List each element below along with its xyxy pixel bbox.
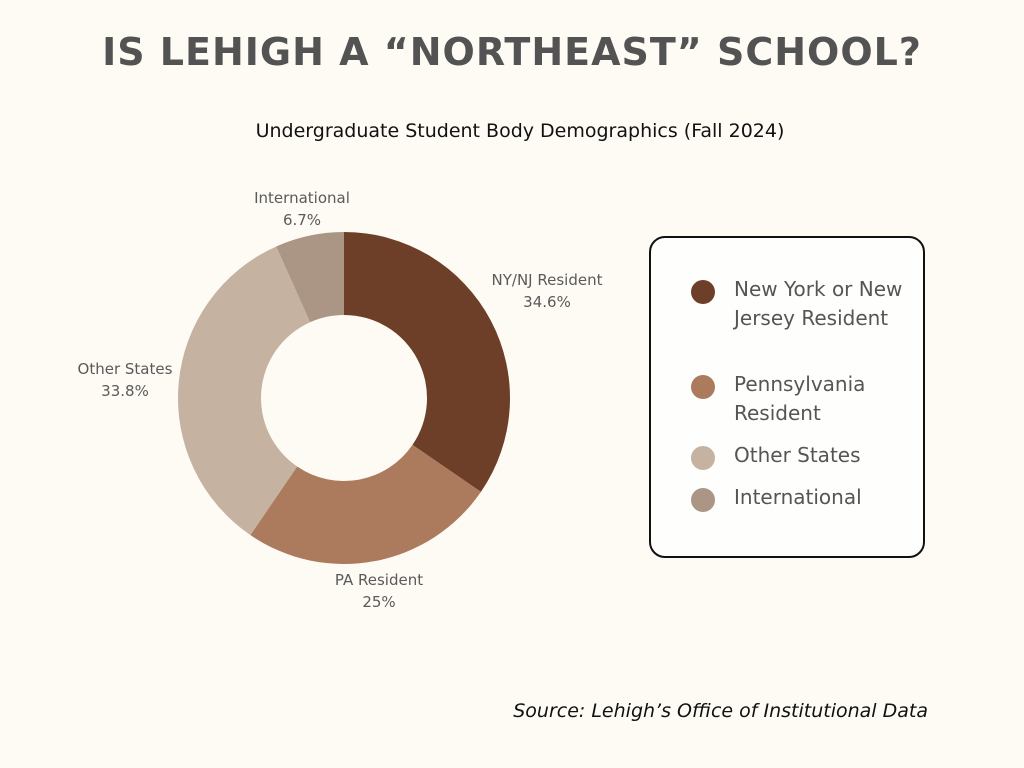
legend-swatch-pa	[691, 375, 715, 399]
legend-swatch-international	[691, 488, 715, 512]
slice-value-pa-resident: 25%	[362, 593, 395, 611]
source-note: Source: Lehigh’s Office of Institutional…	[513, 700, 928, 722]
slice-other-states	[177, 246, 311, 536]
legend-item-ny-nj: New York or New Jersey Resident	[691, 277, 914, 333]
legend-item-pa: Pennsylvania Resident	[691, 372, 914, 428]
chart-legend: New York or New Jersey Resident Pennsylv…	[649, 236, 925, 558]
legend-label-pa: Pennsylvania Resident	[734, 372, 866, 425]
slice-value-other-states: 33.8%	[101, 382, 149, 400]
slice-value-ny-nj-resident: 34.6%	[523, 293, 571, 311]
legend-label-international: International	[734, 485, 862, 509]
donut-chart: NY/NJ Resident 34.6% PA Resident 25% Other S…	[78, 189, 603, 611]
legend-swatch-ny-nj	[691, 280, 715, 304]
legend-label-ny-nj: New York or New Jersey Resident	[734, 277, 903, 330]
legend-item-international: International	[691, 485, 914, 512]
chart-title: Undergraduate Student Body Demographics …	[255, 120, 785, 142]
slice-pa-resident	[250, 444, 481, 564]
page-title: IS LEHIGH A “NORTHEAST” SCHOOL?	[102, 30, 922, 74]
slice-ny-nj-resident	[344, 232, 511, 492]
slice-label-other-states: Other States	[78, 360, 173, 378]
slice-international	[276, 232, 344, 323]
slice-label-pa-resident: PA Resident	[335, 571, 423, 589]
legend-item-other-states: Other States	[691, 443, 914, 470]
slice-label-international: International	[254, 189, 350, 207]
slice-value-international: 6.7%	[283, 211, 321, 229]
legend-swatch-other-states	[691, 446, 715, 470]
slice-label-ny-nj-resident: NY/NJ Resident	[492, 271, 603, 289]
legend-label-other-states: Other States	[734, 443, 861, 467]
